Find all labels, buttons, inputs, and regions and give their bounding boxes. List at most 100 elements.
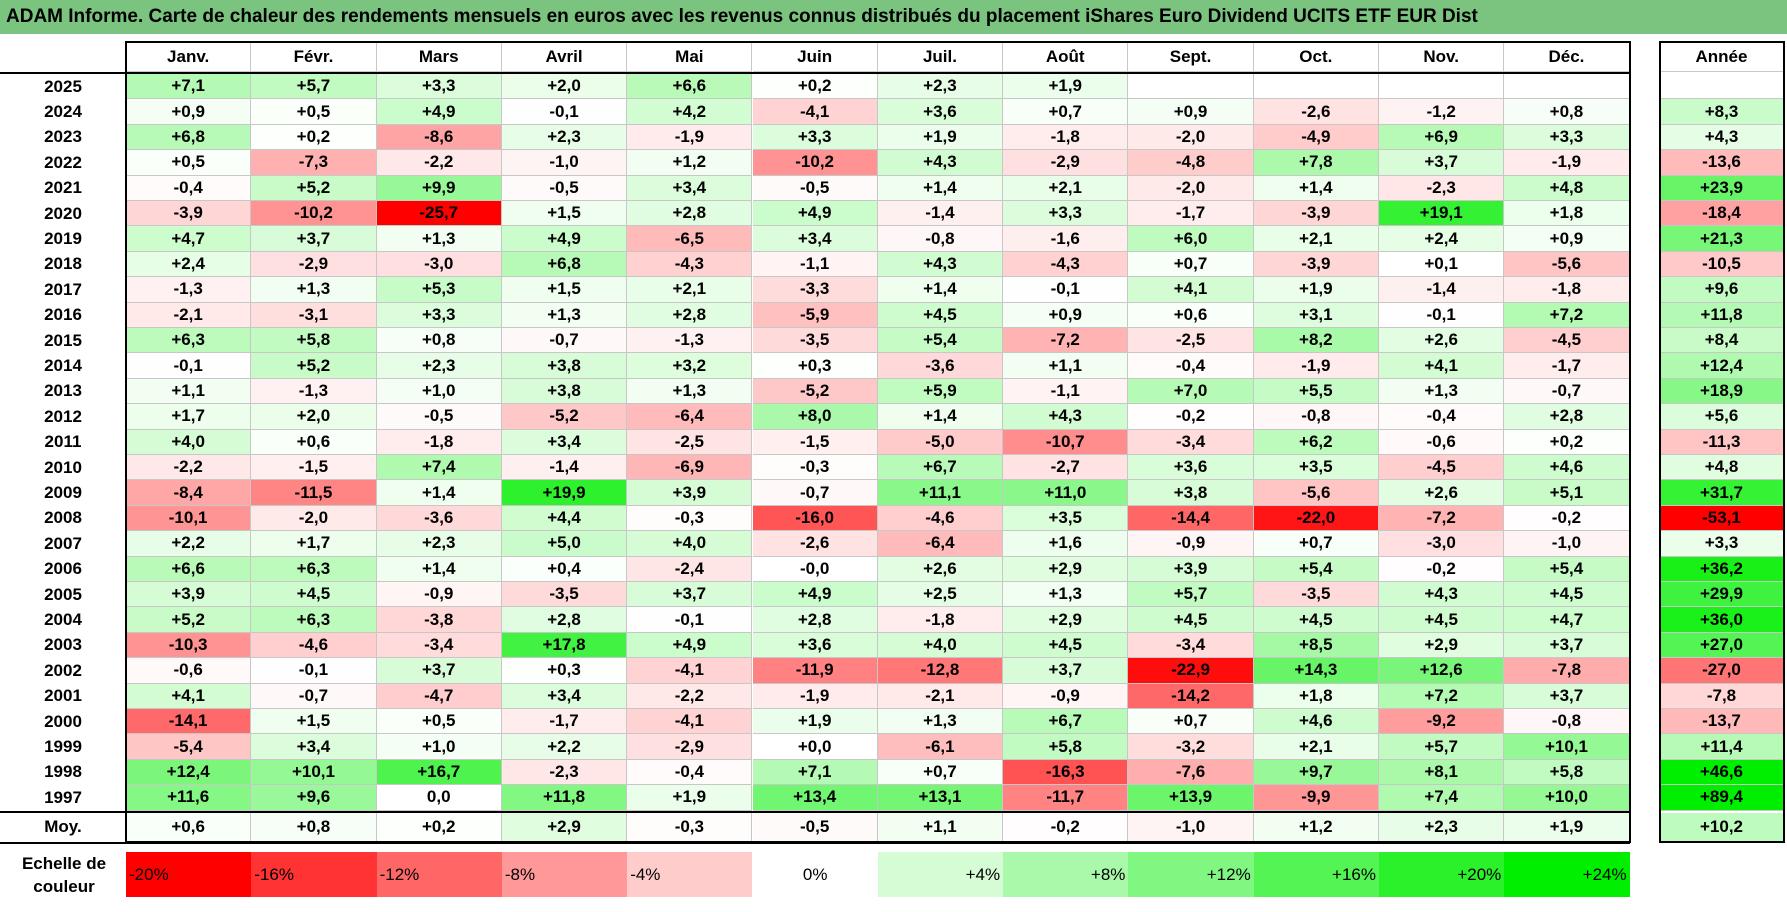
scale-swatch: +20% — [1379, 852, 1505, 897]
heatmap-cell: +0,2 — [752, 74, 878, 100]
year-label: 2002 — [0, 658, 126, 684]
heatmap-cell: -2,0 — [251, 505, 377, 532]
heatmap-cell: -3,5 — [752, 328, 878, 354]
heatmap-cell: +1,9 — [627, 785, 753, 811]
annual-cell: -18,4 — [1660, 201, 1784, 227]
annual-cell: +89,4 — [1660, 785, 1784, 811]
heatmap-cell: +4,3 — [877, 251, 1004, 278]
year-label: 2012 — [0, 404, 126, 430]
heatmap-cell: +7,1 — [752, 759, 878, 786]
heatmap-cell: +1,7 — [251, 531, 377, 557]
heatmap-cell: -22,0 — [1253, 505, 1379, 532]
heatmap-cell: +11,8 — [501, 785, 628, 811]
heatmap-cell: -2,5 — [627, 429, 753, 455]
annual-cell: +8,3 — [1660, 99, 1784, 125]
heatmap-cell: +2,2 — [126, 531, 252, 557]
heatmap-cell: -2,1 — [126, 302, 252, 328]
heatmap-cell: -0,6 — [126, 658, 252, 684]
average-cell: +2,9 — [501, 812, 628, 842]
heatmap-cell: +1,6 — [1003, 531, 1129, 557]
header-separator — [0, 72, 1630, 74]
heatmap-cell: +2,0 — [501, 74, 628, 100]
heatmap-cell: -1,9 — [752, 683, 878, 709]
heatmap-cell: +2,3 — [501, 124, 628, 151]
year-label: 1999 — [0, 734, 126, 760]
heatmap-cell: -0,4 — [1128, 353, 1254, 379]
heatmap-cell: +11,6 — [126, 785, 252, 811]
annual-cell: -11,3 — [1660, 429, 1784, 455]
year-label: 1998 — [0, 759, 126, 786]
heatmap-cell: +7,1 — [126, 74, 252, 100]
heatmap-cell: -3,5 — [1253, 582, 1379, 608]
scale-swatch: +12% — [1128, 852, 1254, 897]
annual-cell: +9,6 — [1660, 277, 1784, 303]
year-label: 2019 — [0, 226, 126, 252]
heatmap-cell: +2,8 — [1504, 404, 1630, 430]
heatmap-cell: +9,9 — [376, 175, 502, 201]
heatmap-cell: +0,8 — [376, 328, 502, 354]
heatmap-cell: +0,3 — [501, 658, 628, 684]
month-header: Mars — [376, 42, 502, 72]
heatmap-cell: +6,9 — [1379, 124, 1505, 151]
month-header: Juil. — [877, 42, 1004, 72]
year-label: 2015 — [0, 328, 126, 354]
heatmap-cell: +6,2 — [1253, 429, 1379, 455]
heatmap-cell: +3,9 — [627, 480, 753, 506]
heatmap-cell: +2,9 — [1379, 632, 1505, 659]
heatmap-cell: +1,3 — [1379, 378, 1505, 405]
heatmap-cell: +3,3 — [376, 302, 502, 328]
heatmap-cell: +1,1 — [126, 378, 252, 405]
heatmap-cell: +4,9 — [501, 226, 628, 252]
heatmap-cell: +1,4 — [376, 480, 502, 506]
heatmap-cell: +3,8 — [1128, 480, 1254, 506]
heatmap-cell: -0,7 — [251, 683, 377, 709]
heatmap-cell: -5,9 — [752, 302, 878, 328]
heatmap-cell — [1128, 74, 1254, 100]
year-label: 2006 — [0, 556, 126, 582]
year-label: 2017 — [0, 277, 126, 303]
heatmap-cell: +1,3 — [627, 378, 753, 405]
year-label: 2022 — [0, 150, 126, 176]
heatmap-cell: +7,2 — [1504, 302, 1630, 328]
heatmap-cell: -4,7 — [376, 683, 502, 709]
heatmap-cell: +1,9 — [752, 709, 878, 735]
heatmap-cell: -0,3 — [752, 455, 878, 481]
heatmap-cell: -3,9 — [1253, 251, 1379, 278]
annual-cell: +36,2 — [1660, 556, 1784, 582]
heatmap-cell: +4,9 — [627, 632, 753, 659]
heatmap-cell: +4,5 — [1128, 607, 1254, 633]
heatmap-cell: -0,3 — [627, 505, 753, 532]
heatmap-cell: -7,6 — [1128, 759, 1254, 786]
average-cell: -0,5 — [752, 812, 878, 842]
heatmap-cell: -5,4 — [126, 734, 252, 760]
annual-cell: +31,7 — [1660, 480, 1784, 506]
heatmap-cell: +4,9 — [376, 99, 502, 125]
heatmap-cell: +5,2 — [126, 607, 252, 633]
heatmap-cell: +2,6 — [1379, 480, 1505, 506]
heatmap-cell: -0,4 — [627, 759, 753, 786]
month-header: Févr. — [251, 42, 377, 72]
heatmap-cell: +8,0 — [752, 404, 878, 430]
heatmap-cell: -1,1 — [1003, 378, 1129, 405]
heatmap-cell: -3,6 — [376, 505, 502, 532]
heatmap-cell: +2,5 — [877, 582, 1004, 608]
annual-cell: -7,8 — [1660, 683, 1784, 709]
heatmap-cell: +4,5 — [877, 302, 1004, 328]
heatmap-cell: +5,8 — [1003, 734, 1129, 760]
heatmap-cell: +8,2 — [1253, 328, 1379, 354]
average-cell: -0,3 — [627, 812, 753, 842]
average-cell: +1,1 — [877, 812, 1004, 842]
heatmap-cell: +4,0 — [126, 429, 252, 455]
heatmap-cell: +1,9 — [1253, 277, 1379, 303]
heatmap-cell: -0,8 — [877, 226, 1004, 252]
annual-cell: +21,3 — [1660, 226, 1784, 252]
heatmap-cell: -0,7 — [1504, 378, 1630, 405]
average-cell: -0,2 — [1003, 812, 1129, 842]
heatmap-cell: +5,9 — [877, 378, 1004, 405]
heatmap-cell: +6,8 — [501, 251, 628, 278]
heatmap-cell: -2,5 — [1128, 328, 1254, 354]
heatmap-cell: -2,7 — [1003, 455, 1129, 481]
heatmap-cell: -1,9 — [627, 124, 753, 151]
heatmap-cell: +0,7 — [1128, 709, 1254, 735]
heatmap-cell: +13,9 — [1128, 785, 1254, 811]
